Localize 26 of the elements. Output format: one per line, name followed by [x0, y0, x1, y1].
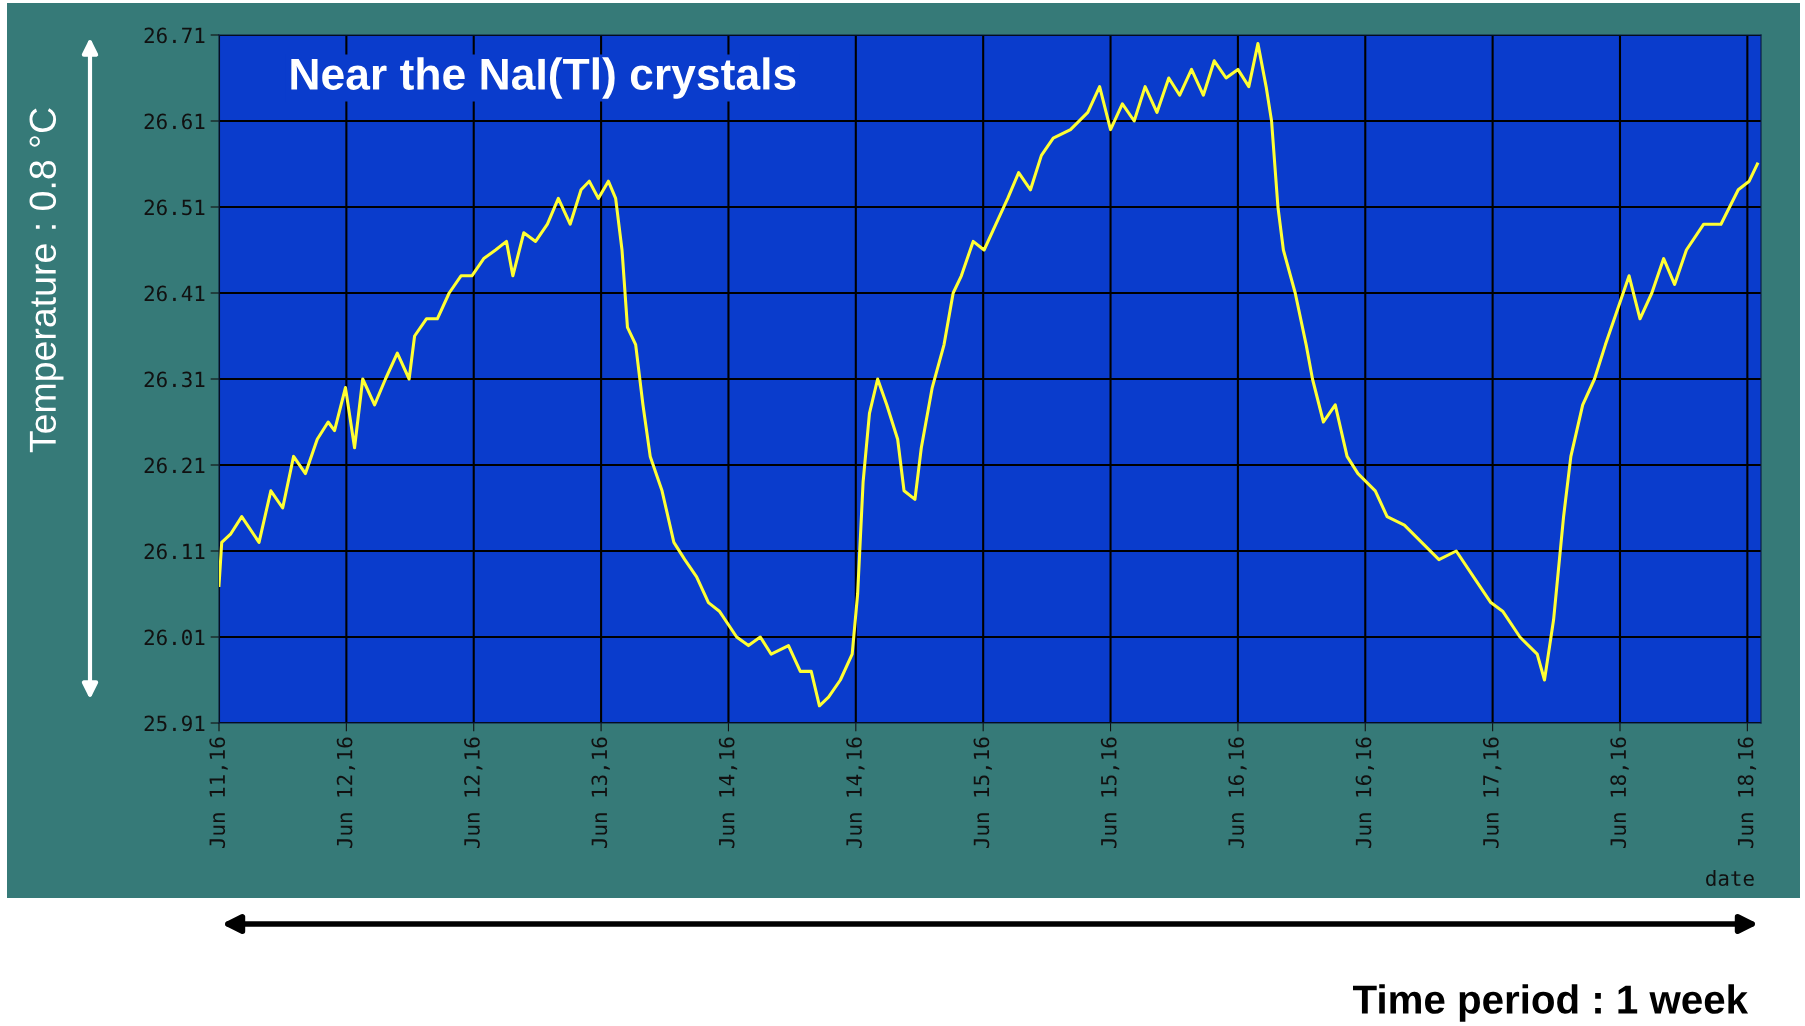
x-tick-label: Jun 14,16: [846, 737, 865, 848]
x-tick-label: Jun 12,16: [336, 737, 356, 848]
x-tick-label: Jun 18,16: [1737, 737, 1757, 848]
chart-title: Near the NaI(Tl) crystals: [291, 57, 796, 99]
x-tick-label: Jun 16,16: [1228, 737, 1247, 848]
y-tick-label: 25.91: [144, 715, 205, 732]
x-tick-label: Jun 17,16: [1482, 737, 1502, 848]
x-tick-label: Jun 15,16: [1100, 737, 1120, 848]
y-tick-label: 26.71: [144, 27, 205, 44]
y-tick-label: 26.31: [144, 371, 205, 388]
x-tick-label: Jun 12,16: [464, 737, 483, 848]
text: Time period : 1 week: [1352, 984, 1749, 1022]
x-tick-label: Jun 18,16: [1610, 737, 1629, 848]
x-tick-label: Jun 13,16: [591, 737, 610, 848]
x-tick-label: Jun 15,16: [973, 737, 992, 848]
y-tick-label: 26.11: [144, 543, 205, 560]
y-tick-label: 26.41: [144, 285, 205, 302]
x-axis-title: date: [1706, 869, 1754, 887]
x-tick-label: Jun 11,16: [209, 737, 228, 848]
x-tick-label: Jun 14,16: [718, 737, 738, 848]
y-tick-label: 26.01: [144, 629, 205, 646]
y-tick-label: 26.51: [144, 199, 205, 216]
y-tick-label: 26.21: [144, 457, 205, 474]
y-tick-label: 26.61: [144, 113, 205, 130]
x-tick-label: Jun 16,16: [1355, 737, 1374, 848]
y-axis-title: Temperature : 0.8 °C: [29, 108, 64, 453]
